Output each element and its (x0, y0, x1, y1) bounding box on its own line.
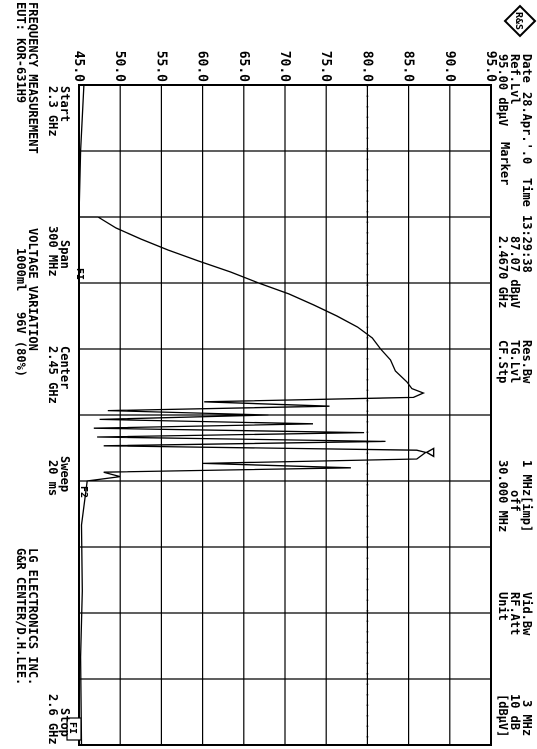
y-tick-label: 45.0 (71, 51, 86, 82)
info-variation: VOLTAGE VARIATION (26, 228, 40, 351)
fi-annotation: FI (74, 268, 85, 280)
spectrum-trace (78, 84, 428, 746)
vid-bw-value: 3 MHz (520, 700, 534, 736)
fi-box-label: FI (67, 722, 78, 734)
y-tick-label: 60.0 (195, 51, 210, 82)
unit-value: [dBµV] (496, 694, 510, 737)
start-value: 2.3 GHz (46, 86, 60, 137)
info-company: LG ELECTRONICS INC. (26, 548, 40, 685)
center-label: Center (58, 346, 72, 389)
info-eut: EUT: KOR-631H9 (14, 2, 28, 103)
date-label: Date (520, 54, 534, 83)
unit-label: Unit (496, 592, 510, 621)
info-voltage: 96V (80%) (14, 312, 28, 377)
ref-level-value: 95.00 dBµV (496, 54, 510, 126)
y-tick-label: 90.0 (442, 51, 457, 82)
sweep-label: Sweep (58, 456, 72, 492)
date-value: 28.Apr.'.0 (520, 92, 534, 164)
y-tick-label: 85.0 (401, 51, 416, 82)
tg-lvl-value: off (508, 490, 522, 512)
fi-box (66, 717, 82, 741)
span-label: Span (58, 240, 72, 269)
y-tick-label: 95.0 (483, 51, 498, 82)
info-measurement: FREQUENCY MEASUREMENT (26, 2, 40, 154)
y-tick-label: 75.0 (318, 51, 333, 82)
stop-label: Stop (58, 708, 72, 737)
info-volume: 1000ml (14, 248, 28, 291)
time-label: Time (520, 178, 534, 207)
res-bw-label: Res.Bw (520, 340, 534, 384)
time-value: 13:29:38 (520, 215, 534, 273)
f2-annotation: F2 (78, 486, 89, 498)
res-bw-value: 1 MHz[imp] (520, 460, 534, 532)
info-center: G&R CENTER/D.H.LEE. (14, 548, 28, 685)
rf-att-value: 10 dB (508, 694, 522, 730)
marker-frequency: 2.4670 GHz (496, 236, 510, 308)
rohde-schwarz-logo: R&S (503, 4, 537, 38)
ref-level-label: Ref.Lvl (508, 54, 522, 105)
y-axis-tick-labels: 45.0 50.0 55.0 60.0 65.0 70.0 75.0 80.0 85.0 90.0… (71, 51, 498, 82)
center-value: 2.45 GHz (46, 346, 60, 404)
plot-grid (79, 85, 491, 745)
stop-value: 2.6 GHz (46, 694, 60, 745)
cf-stp-label: CF.Stp (496, 340, 510, 383)
header-panel: Date 28.Apr.'.0 Time 13:29:38 Ref.Lvl Ma… (496, 54, 534, 737)
y-tick-label: 55.0 (153, 51, 168, 82)
marker-triangle (425, 447, 435, 458)
y-tick-label: 70.0 (277, 51, 292, 82)
svg-text:R&S: R&S (513, 12, 524, 30)
start-label: Start (58, 86, 72, 122)
rf-att-label: RF.Att (508, 592, 522, 635)
marker-level: 87.07 dBµV (508, 236, 522, 308)
y-tick-label: 65.0 (236, 51, 251, 82)
cf-stp-value: 30.000 MHz (496, 460, 510, 532)
sweep-value: 20 ms (46, 460, 60, 496)
vid-bw-label: Vid.Bw (520, 592, 534, 636)
footer-panel: Start 2.3 GHz Span 300 MHz Center 2.45 G… (14, 2, 72, 745)
span-value: 300 MHz (46, 226, 60, 277)
marker-label: Marker (498, 142, 512, 185)
tg-lvl-label: TG.Lvl (508, 340, 522, 383)
y-tick-label: 80.0 (359, 51, 374, 82)
y-tick-label: 50.0 (112, 51, 127, 82)
